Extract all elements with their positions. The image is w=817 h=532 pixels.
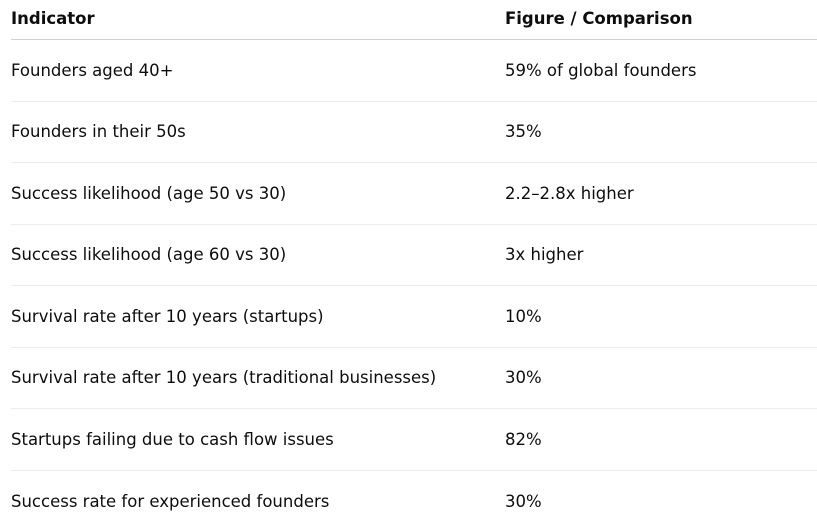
table-cell: 30% (505, 368, 817, 387)
table-cell: Survival rate after 10 years (traditiona… (11, 368, 505, 387)
table-cell: Success likelihood (age 50 vs 30) (11, 184, 505, 203)
table-cell: Success rate for experienced founders (11, 492, 505, 511)
table-row: Founders aged 40+59% of global founders (11, 40, 817, 102)
table-row: Success likelihood (age 50 vs 30)2.2–2.8… (11, 163, 817, 225)
table-cell: Survival rate after 10 years (startups) (11, 307, 505, 326)
header-cell: Figure / Comparison (505, 9, 817, 31)
header-cell: Indicator (11, 9, 505, 31)
table-row: Success likelihood (age 60 vs 30)3x high… (11, 225, 817, 287)
table-cell: 3x higher (505, 245, 817, 264)
table: Indicator Figure / Comparison Founders a… (11, 0, 817, 532)
table-cell: Founders aged 40+ (11, 61, 505, 80)
table-row: Survival rate after 10 years (traditiona… (11, 348, 817, 410)
table-cell: 59% of global founders (505, 61, 817, 80)
table-cell: Success likelihood (age 60 vs 30) (11, 245, 505, 264)
table-cell: 30% (505, 492, 817, 511)
table-cell: Founders in their 50s (11, 122, 505, 141)
table-row: Startups failing due to cash flow issues… (11, 409, 817, 471)
table-cell: 10% (505, 307, 817, 326)
header-row: Indicator Figure / Comparison (11, 0, 817, 40)
table-cell: 82% (505, 430, 817, 449)
table-row: Survival rate after 10 years (startups)1… (11, 286, 817, 348)
table-cell: 35% (505, 122, 817, 141)
table-cell: 2.2–2.8x higher (505, 184, 817, 203)
table-cell: Startups failing due to cash flow issues (11, 430, 505, 449)
